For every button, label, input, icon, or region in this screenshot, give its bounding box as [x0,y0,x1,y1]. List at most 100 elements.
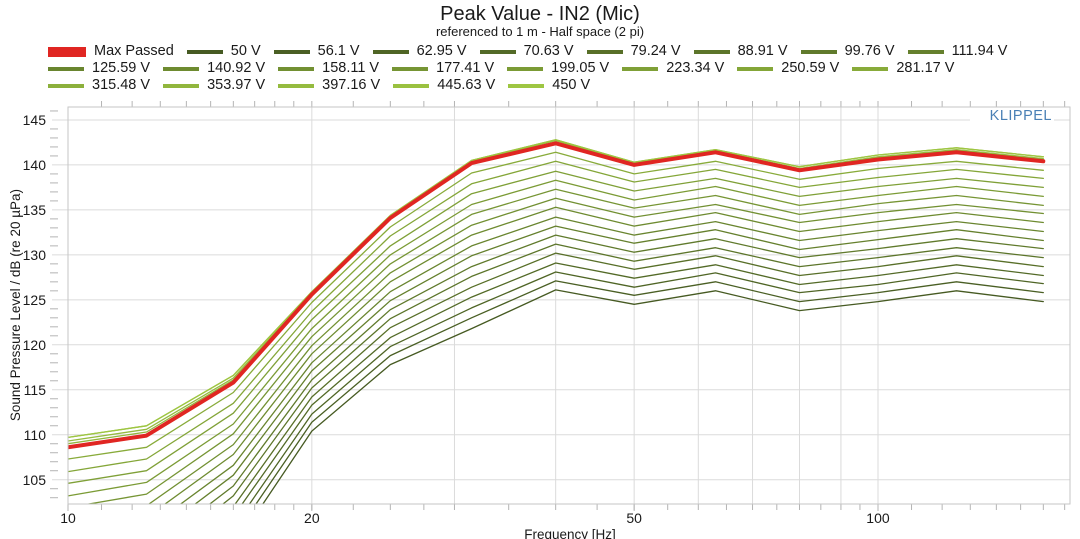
legend-item-397-16-v[interactable]: 397.16 V [278,78,380,93]
legend-label-50-v: 50 V [230,43,261,59]
legend-row-2: 125.59 V 140.92 V 158.11 V 177.41 V 199.05 V… [48,61,1078,76]
chart-legend: Max Passed 50 V 56.1 V 62.95 V 70.63 V 79.24 … [48,44,1078,95]
legend-line-swatch-111-94-v [907,49,944,54]
legend-label-111-94-v: 111.94 V [951,43,1008,59]
legend-label-397-16-v: 397.16 V [322,77,381,93]
legend-label-199-05-v: 199.05 V [551,60,610,76]
series-curve-158-11-v [147,197,1044,504]
x-axis-title: Frequency [Hz] [524,527,616,539]
y-tick-label-125: 125 [22,291,46,308]
series-curve-140-92-v [163,206,1044,504]
legend-label-450-v: 450 V [552,77,591,93]
x-tick-label-10: 10 [60,510,76,526]
legend-label-125-59-v: 125.59 V [92,60,151,76]
legend-line-swatch-177-41-v [392,66,429,71]
legend-label-62-95-v: 62.95 V [416,43,467,59]
legend-line-swatch-125-59-v [48,66,84,71]
legend-label-177-41-v: 177.41 V [436,60,495,76]
legend-item-56-1-v[interactable]: 56.1 V [273,43,360,59]
legend-label-250-59-v: 250.59 V [781,60,840,76]
legend-line-swatch-353-97-v [163,83,200,88]
y-tick-label-120: 120 [22,336,46,353]
legend-label-max-passed: Max Passed [94,43,174,59]
chart-subtitle: referenced to 1 m - Half space (2 pi) [435,24,645,39]
chart-title: Peak Value - IN2 (Mic) [440,3,640,25]
legend-item-70-63-v[interactable]: 70.63 V [479,43,574,59]
legend-line-swatch-140-92-v [163,66,200,71]
y-tick-label-105: 105 [22,471,46,488]
series-curve-62-95-v [248,271,1044,504]
legend-item-140-92-v[interactable]: 140.92 V [163,61,265,76]
legend-line-swatch-56-1-v [273,49,310,54]
legend-label-70-63-v: 70.63 V [523,43,574,59]
series-curve-125-59-v [179,216,1044,504]
legend-line-swatch-62-95-v [372,49,409,54]
legend-label-315-48-v: 315.48 V [92,77,151,93]
legend-line-swatch-281-17-v [852,66,889,71]
series-curve-79-24-v [234,252,1044,504]
legend-item-281-17-v[interactable]: 281.17 V [852,61,954,76]
series-curve-88-91-v [221,243,1044,504]
series-curve-397-16-v [68,139,1044,442]
y-tick-label-135: 135 [22,201,46,218]
legend-label-88-91-v: 88.91 V [737,43,788,59]
legend-item-445-63-v[interactable]: 445.63 V [393,78,495,93]
legend-item-450-v[interactable]: 450 V [508,78,590,93]
y-axis-title: Sound Pressure Level / dB (re 20 µPa) [8,189,23,422]
legend-item-62-95-v[interactable]: 62.95 V [372,43,467,59]
series-curve-70-63-v [241,262,1044,504]
legend-item-315-48-v[interactable]: 315.48 V [48,78,150,93]
legend-label-140-92-v: 140.92 V [207,60,266,76]
legend-line-swatch-70-63-v [479,49,516,54]
legend-line-swatch-250-59-v [737,66,774,71]
series-curve-50-v [262,289,1044,504]
legend-box-swatch-max-passed [48,46,86,57]
legend-line-swatch-199-05-v [507,66,544,71]
legend-item-111-94-v[interactable]: 111.94 V [907,43,1008,59]
legend-item-177-41-v[interactable]: 177.41 V [392,61,494,76]
legend-item-223-34-v[interactable]: 223.34 V [622,61,724,76]
x-tick-label-100: 100 [866,510,890,526]
legend-line-swatch-88-91-v [693,49,730,54]
legend-line-swatch-158-11-v [278,66,315,71]
legend-item-79-24-v[interactable]: 79.24 V [586,44,681,59]
curve-family [68,139,1046,504]
legend-line-swatch-223-34-v [622,66,659,71]
legend-line-swatch-50-v [186,49,223,54]
legend-line-swatch-445-63-v [393,83,430,88]
y-tick-label-145: 145 [22,111,46,128]
y-tick-label-140: 140 [22,156,46,173]
legend-line-swatch-315-48-v [48,83,84,88]
legend-label-56-1-v: 56.1 V [317,43,360,59]
series-curve-99-76-v [208,234,1044,504]
legend-item-99-76-v[interactable]: 99.76 V [800,43,895,59]
legend-item-250-59-v[interactable]: 250.59 V [737,61,839,76]
legend-item-353-97-v[interactable]: 353.97 V [163,78,265,93]
legend-item-max-passed[interactable]: Max Passed [48,44,174,59]
legend-line-swatch-99-76-v [800,49,837,54]
x-tick-label-20: 20 [304,510,320,526]
series-curve-177-41-v [85,188,1044,504]
series-curve-56-1-v [255,280,1044,504]
series-curve-281-17-v [68,151,1044,460]
series-curve-223-34-v [68,170,1044,484]
legend-item-199-05-v[interactable]: 199.05 V [507,61,609,76]
legend-row-1: Max Passed 50 V 56.1 V 62.95 V 70.63 V 79.24 … [48,44,1078,59]
y-tick-label-110: 110 [23,426,46,443]
y-axis-title-wrap: Sound Pressure Level / dB (re 20 µPa) [8,107,23,504]
legend-item-50-v[interactable]: 50 V [186,43,261,59]
legend-label-445-63-v: 445.63 V [437,77,496,93]
axis-ticks [50,101,1066,511]
legend-item-158-11-v[interactable]: 158.11 V [278,61,379,76]
legend-label-99-76-v: 99.76 V [844,43,895,59]
legend-item-125-59-v[interactable]: 125.59 V [48,61,150,76]
legend-line-swatch-397-16-v [278,83,315,88]
legend-line-swatch-450-v [508,83,545,88]
legend-item-88-91-v[interactable]: 88.91 V [693,43,788,59]
gridlines [52,107,1070,504]
legend-label-223-34-v: 223.34 V [666,60,725,76]
legend-row-3: 315.48 V 353.97 V 397.16 V 445.63 V 450 V [48,78,1078,93]
series-curve-450-v [68,139,1044,439]
legend-line-swatch-79-24-v [586,49,623,54]
